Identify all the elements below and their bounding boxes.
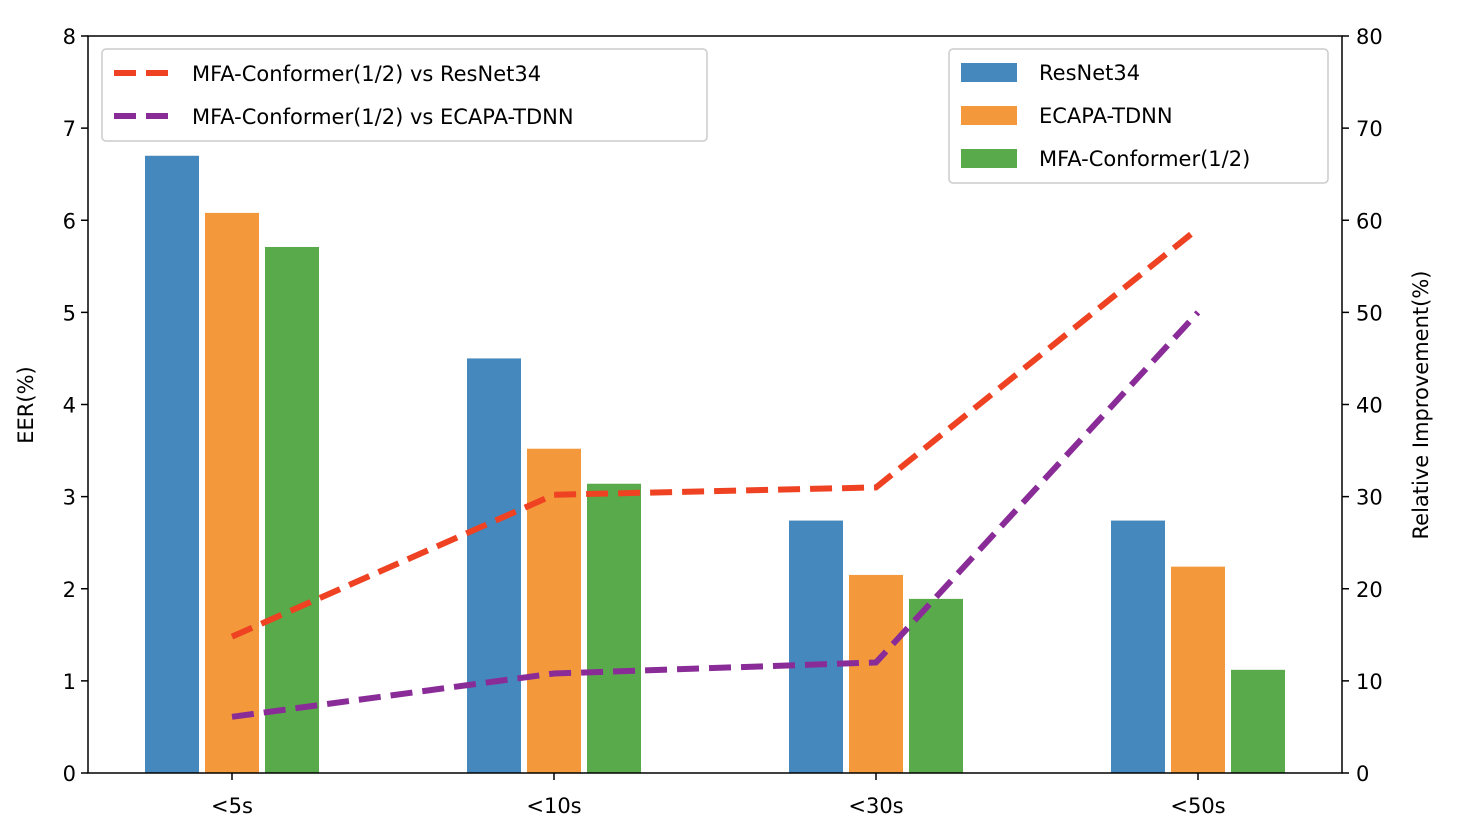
y2-axis-label: Relative Improvement(%) <box>1409 271 1433 540</box>
y2-tick-label: 20 <box>1356 578 1383 602</box>
line-vs-ecapa-tdnn <box>231 310 1201 720</box>
y2-tick-label: 70 <box>1356 117 1383 141</box>
bar-resnet34-0 <box>145 155 199 773</box>
bar-resnet34-1 <box>467 358 521 773</box>
y-tick-label: 1 <box>63 670 76 694</box>
y2-tick-label: 40 <box>1356 394 1383 418</box>
legend-bar-swatch <box>961 149 1017 168</box>
bar-resnet34-3 <box>1111 520 1165 773</box>
bar-ecapa-tdnn-1 <box>527 448 581 773</box>
y2-tick-label: 50 <box>1356 301 1383 325</box>
legend-line-label: MFA-Conformer(1/2) vs ResNet34 <box>192 62 541 86</box>
y2-tick-label: 10 <box>1356 670 1383 694</box>
bar-ecapa-tdnn-2 <box>849 574 903 773</box>
y2-tick-label: 80 <box>1356 25 1383 49</box>
line-vs-resnet34 <box>230 226 1200 640</box>
legend-line-label: MFA-Conformer(1/2) vs ECAPA-TDNN <box>192 105 574 129</box>
bar-ecapa-tdnn-3 <box>1171 566 1225 773</box>
bars-layer <box>145 155 1285 773</box>
y-tick-label: 7 <box>63 117 76 141</box>
legend-bar-swatch <box>961 63 1017 82</box>
y2-tick-label: 60 <box>1356 209 1383 233</box>
y-tick-label: 0 <box>63 762 76 786</box>
legend-lines: MFA-Conformer(1/2) vs ResNet34 MFA-Confor… <box>101 48 708 142</box>
bar-mfa-conformer-1-2--2 <box>909 598 963 773</box>
bar-resnet34-2 <box>789 520 843 773</box>
y-axis-label: EER(%) <box>14 366 38 443</box>
x-tick-label: <30s <box>848 794 903 818</box>
y-tick-label: 6 <box>63 209 76 233</box>
lines-layer <box>230 226 1201 720</box>
y-tick-label: 2 <box>63 578 76 602</box>
x-tick-label: <50s <box>1170 794 1225 818</box>
y2-tick-label: 30 <box>1356 486 1383 510</box>
legend-bar-label: MFA-Conformer(1/2) <box>1039 147 1250 171</box>
legend-bar-label: ECAPA-TDNN <box>1039 104 1173 128</box>
y-tick-label: 3 <box>63 486 76 510</box>
legend-bar-swatch <box>961 106 1017 125</box>
x-tick-label: <5s <box>211 794 253 818</box>
bar-mfa-conformer-1-2--0 <box>265 246 319 773</box>
y-tick-label: 8 <box>63 25 76 49</box>
legend-bars-box <box>948 48 1329 184</box>
legend-bar-label: ResNet34 <box>1039 61 1140 85</box>
bar-mfa-conformer-1-2--3 <box>1231 669 1285 773</box>
bar-mfa-conformer-1-2--1 <box>587 483 641 773</box>
y-tick-label: 4 <box>63 394 76 418</box>
y2-tick-label: 0 <box>1356 762 1369 786</box>
x-tick-label: <10s <box>526 794 581 818</box>
bar-ecapa-tdnn-0 <box>205 212 259 773</box>
legend-bars: ResNet34 ECAPA-TDNN MFA-Conformer(1/2) <box>948 48 1329 184</box>
y-tick-label: 5 <box>63 301 76 325</box>
legend-lines-box <box>101 48 708 142</box>
